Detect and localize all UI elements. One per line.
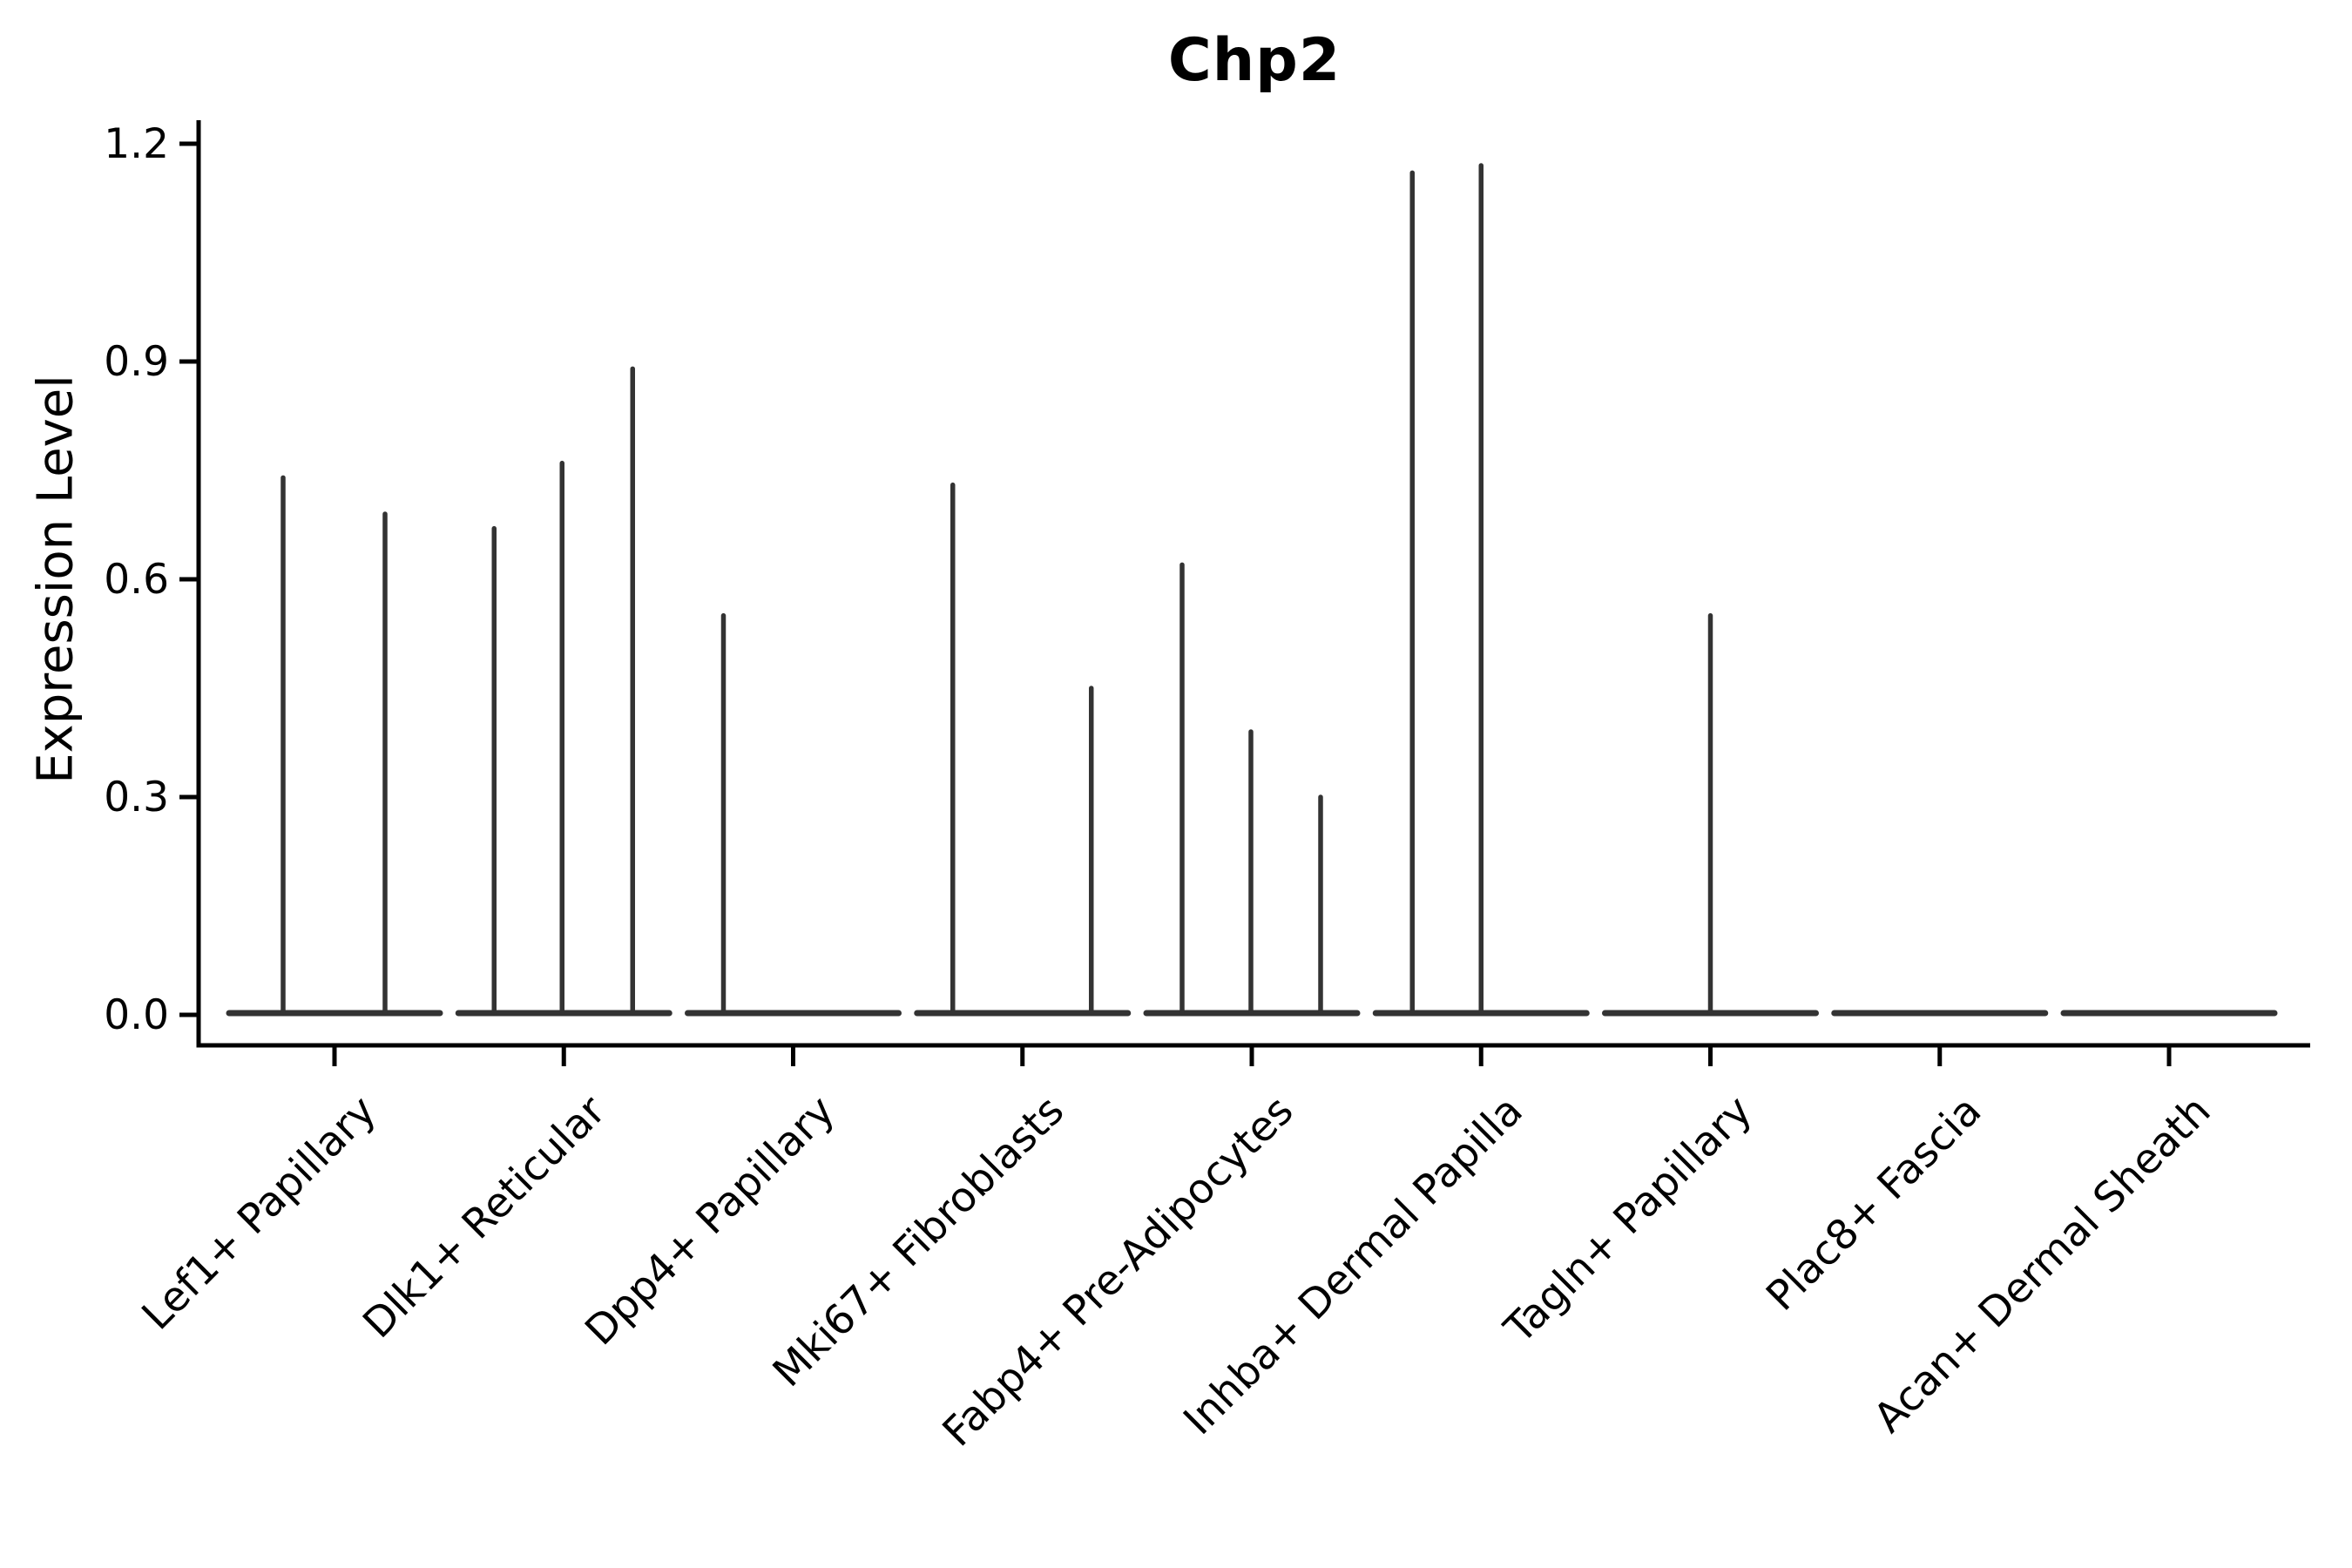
y-axis-label: Expression Level (27, 375, 84, 784)
x-tick-label: Dpp4+ Papillary (576, 1087, 844, 1355)
y-tick-label: 1.2 (104, 120, 169, 168)
x-tick-label: Plac8+ Fascia (1757, 1087, 1990, 1321)
y-tick-label: 0.0 (104, 991, 169, 1039)
y-tick-label: 0.6 (104, 556, 169, 604)
y-tick-label: 0.9 (104, 338, 169, 386)
x-tick-label: Dlk1+ Reticular (354, 1086, 615, 1348)
x-tick-label: Lef1+ Papillary (133, 1087, 386, 1340)
x-tick-label: Tagln+ Papillary (1495, 1087, 1761, 1354)
chart-title: Chp2 (1167, 26, 1342, 95)
y-tick-label: 0.3 (104, 774, 169, 821)
